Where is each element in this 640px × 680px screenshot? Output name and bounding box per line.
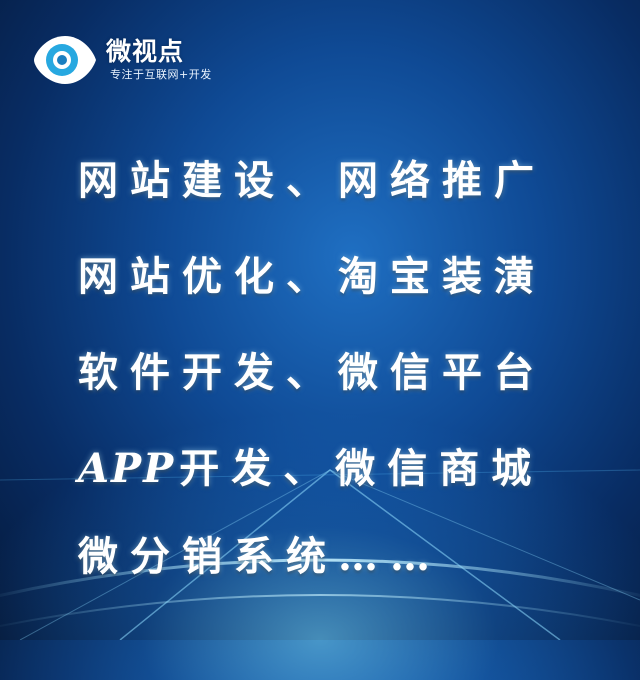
service-line-3: 软件开发、微信平台: [78, 349, 546, 396]
service-line-4: APP 开发、微信商城: [78, 436, 543, 494]
brand-name: 微视点: [106, 37, 185, 66]
service-line-5: 微分销系统……: [78, 533, 442, 580]
services-list: 网站建设、网络推广 网站优化、淘宝装潢 软件开发、微信平台 APP 开发、微信商城…: [78, 157, 546, 580]
service-line-1: 网站建设、网络推广: [78, 157, 546, 204]
background-light-streaks: [0, 469, 640, 640]
app-label: APP: [78, 445, 176, 492]
service-line-2: 网站优化、淘宝装潢: [78, 253, 546, 300]
eye-logo-icon: [34, 36, 96, 84]
service-line-4-text: 开发、微信商城: [179, 445, 544, 492]
background-glow: [0, 410, 640, 680]
brand-tagline: 专注于互联网+开发: [110, 68, 212, 81]
brand-logo: 微视点 专注于互联网+开发: [32, 32, 222, 90]
